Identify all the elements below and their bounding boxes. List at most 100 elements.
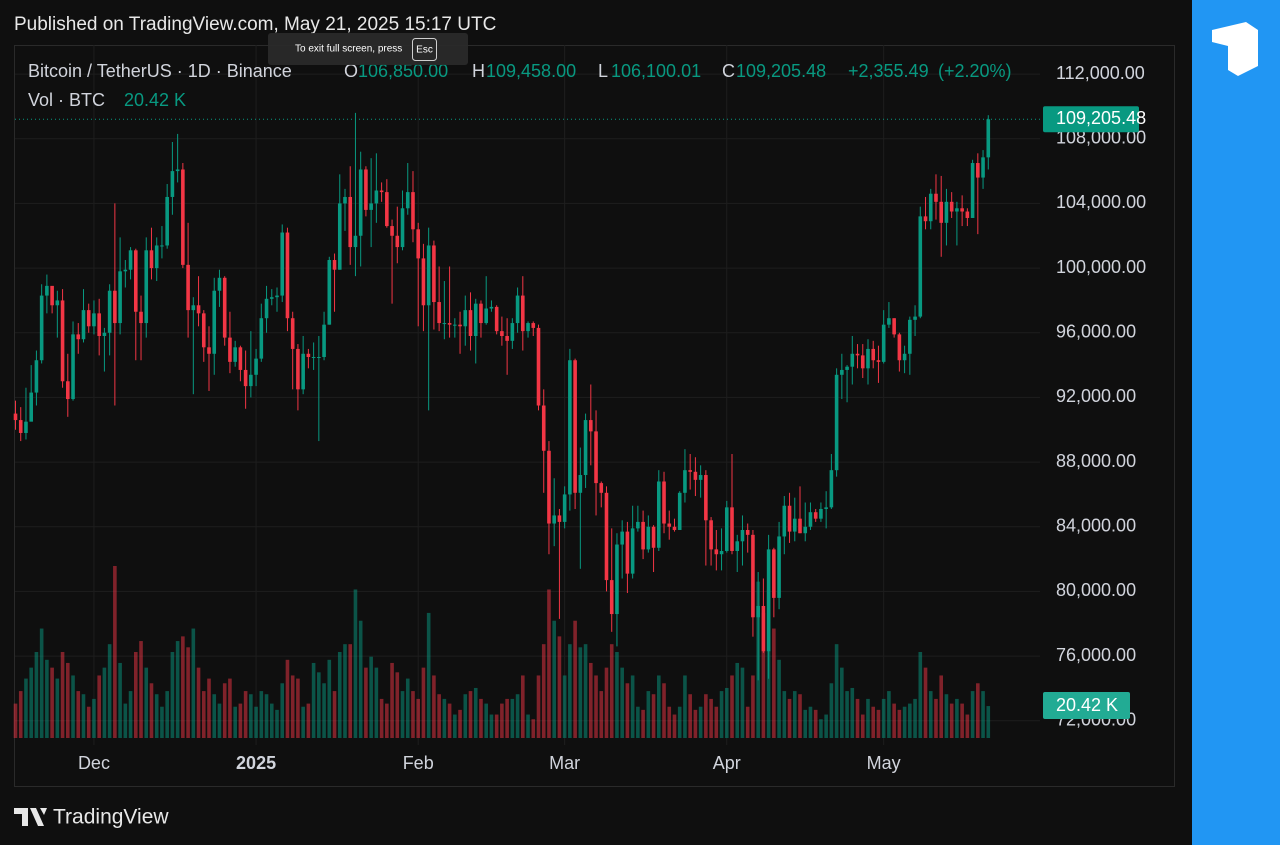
volume-bar [521,675,525,738]
volume-bar [228,678,232,738]
volume-bar [709,698,713,738]
volume-bar [254,706,258,738]
x-tick-label: 2025 [236,753,276,773]
candle-body [207,347,211,354]
candle-body [290,318,295,349]
candle-body [594,431,598,484]
candle-body [160,245,164,247]
y-tick-label: 92,000.00 [1056,386,1136,406]
volume-bar [201,691,206,738]
published-note: Published on TradingView.com, May 21, 20… [14,14,496,35]
y-tick-label: 76,000.00 [1056,645,1136,665]
candle-body [782,505,787,537]
candle-body [55,300,60,306]
candle-body [986,119,991,158]
candle-body [390,226,394,236]
candle-body [908,319,912,354]
volume-bar [207,678,211,738]
volume-bar [960,703,964,738]
volume-bar [249,694,253,738]
volume-bar [442,698,447,738]
volume-bar [196,667,201,738]
candle-body [45,285,49,296]
volume-bar [636,706,640,738]
volume-bar [55,678,60,738]
candle-body [269,297,274,299]
ohlc-value: 106,850.00 [358,61,448,81]
candle-body [139,311,143,324]
y-tick-label: 104,000.00 [1056,192,1146,212]
volume-bar [677,706,682,738]
volume-bar [113,566,117,738]
volume-bar [411,691,415,738]
esc-key[interactable] [412,38,437,61]
candle-body [81,310,86,340]
candle-body [568,360,572,495]
candle-body [24,421,28,433]
candle-body [494,306,499,332]
volume-bar [955,698,959,738]
candle-body [201,313,206,348]
volume-bar [395,672,400,738]
volume-bar [829,683,834,738]
candle-body [745,529,750,535]
candle-body [238,347,243,370]
candle-body [918,216,923,317]
volume-bar [144,667,149,738]
volume-bar [306,703,311,738]
candle-body [656,481,661,548]
volume-bar [751,675,755,738]
candle-body [254,358,258,375]
candle-body [662,481,666,524]
x-tick-label: Apr [713,753,741,773]
volume-bar [358,620,363,738]
candle-body [332,260,337,270]
candle-body [526,323,530,332]
volume-bar [568,644,572,738]
volume-bar [505,698,509,738]
candle-body [730,507,734,552]
candle-body [411,192,415,230]
volume-bar [66,662,70,738]
volume-bar [217,703,222,738]
candle-body [803,526,808,534]
volume-bar [547,589,551,738]
candle-body [29,392,33,422]
candle-body [578,475,583,493]
volume-bar [317,672,321,738]
volume-bar [698,706,703,738]
candle-body [677,492,682,530]
volume-bar [453,714,457,738]
candle-body [955,208,959,212]
volume-bar [128,691,133,738]
candle-body [552,515,556,524]
volume-bar [385,703,389,738]
volume-bar [489,714,494,738]
volume-bar [18,691,23,738]
esc-key-label: Esc [416,45,433,56]
volume-bar [515,694,520,738]
volume-bar [332,691,337,738]
volume-bar [813,709,818,738]
candle-body [181,169,185,265]
volume-bar [976,683,980,738]
volume-bar [662,683,666,738]
candle-body [447,323,452,325]
candle-body [222,277,227,338]
candle-body [641,521,645,550]
candle-body [819,508,823,519]
candle-body [876,360,881,362]
volume-bar [29,667,33,738]
candle-body [902,353,907,361]
price-tag [1043,106,1139,133]
volume-bar [264,694,269,738]
y-tick-label: 96,000.00 [1056,322,1136,342]
candle-body [301,353,305,390]
volume-title: Vol · BTC [28,90,105,110]
candle-body [154,245,159,269]
volume-bar [374,667,379,738]
candle-body [18,420,23,433]
y-tick-label: 112,000.00 [1056,63,1145,83]
volume-bar [625,683,630,738]
volume-bar [824,714,828,738]
